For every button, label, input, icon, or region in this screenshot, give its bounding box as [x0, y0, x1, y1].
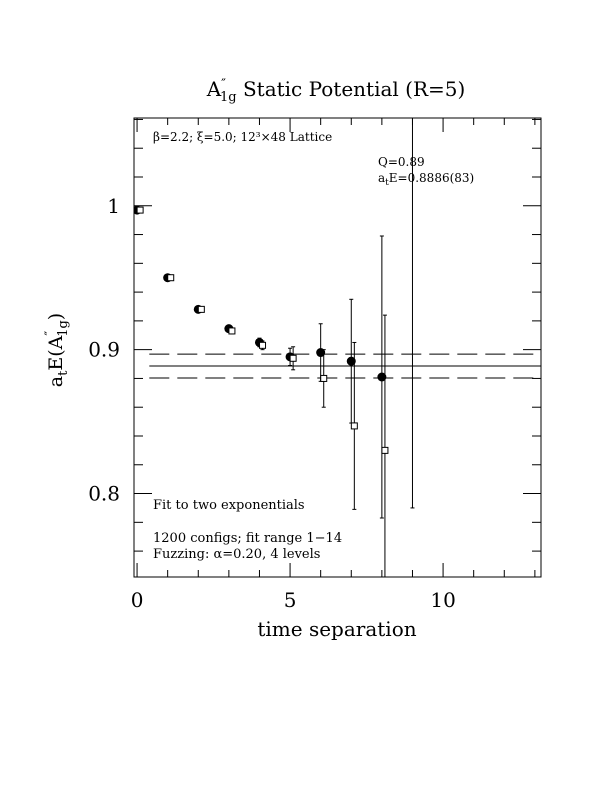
annotation-part: a — [378, 171, 385, 185]
data-point — [136, 206, 144, 214]
ylabel-part: E(A — [45, 335, 67, 370]
y-tick-label: 1 — [107, 194, 120, 218]
x-tick-label: 5 — [284, 588, 297, 612]
data-point — [197, 305, 205, 313]
data-point — [346, 356, 356, 366]
annotation: atE=0.8886(83) — [378, 171, 474, 188]
y-tick-label: 0.8 — [88, 482, 120, 506]
ylabel-part: ) — [45, 313, 67, 320]
data-point — [350, 422, 358, 430]
annotation-part: E=0.8886(83) — [389, 171, 474, 185]
data-point — [167, 274, 175, 282]
chart-title: A″ 1g Static Potential (R=5) — [206, 77, 466, 105]
annotation: Fit to two exponentials — [153, 498, 305, 513]
data-point — [408, 57, 417, 66]
annotation-part: t — [385, 178, 389, 188]
data-point — [228, 327, 236, 335]
x-axis-label: time separation — [257, 617, 416, 641]
ylabel-part: 1g — [56, 320, 71, 337]
annotation: Fuzzing: α=0.20, 4 levels — [153, 547, 320, 562]
y-tick-label: 0.9 — [88, 338, 120, 362]
annotation: β=2.2; ξ=5.0; 12³×48 Lattice — [153, 130, 332, 144]
plot-area — [134, 57, 541, 577]
x-tick-label: 0 — [131, 588, 144, 612]
plot-frame — [133, 117, 542, 578]
title-part: A — [206, 77, 222, 101]
data-point — [377, 372, 387, 382]
title-part: 1g — [220, 90, 237, 105]
data-point — [320, 374, 328, 382]
annotation: Q=0.89 — [378, 155, 425, 169]
ylabel-part: t — [56, 370, 71, 376]
data-point — [316, 348, 326, 358]
ylabel-part: a — [45, 376, 67, 387]
y-axis-label: atE(A″1g) — [43, 313, 71, 387]
x-tick-label: 10 — [430, 588, 455, 612]
annotation: 1200 configs; fit range 1−14 — [153, 531, 342, 546]
data-point — [289, 354, 297, 362]
title-part: ″ — [221, 77, 226, 92]
title-part: Static Potential (R=5) — [237, 77, 466, 101]
data-point — [381, 446, 389, 454]
ylabel-part: ″ — [43, 331, 58, 336]
data-point — [259, 341, 267, 349]
